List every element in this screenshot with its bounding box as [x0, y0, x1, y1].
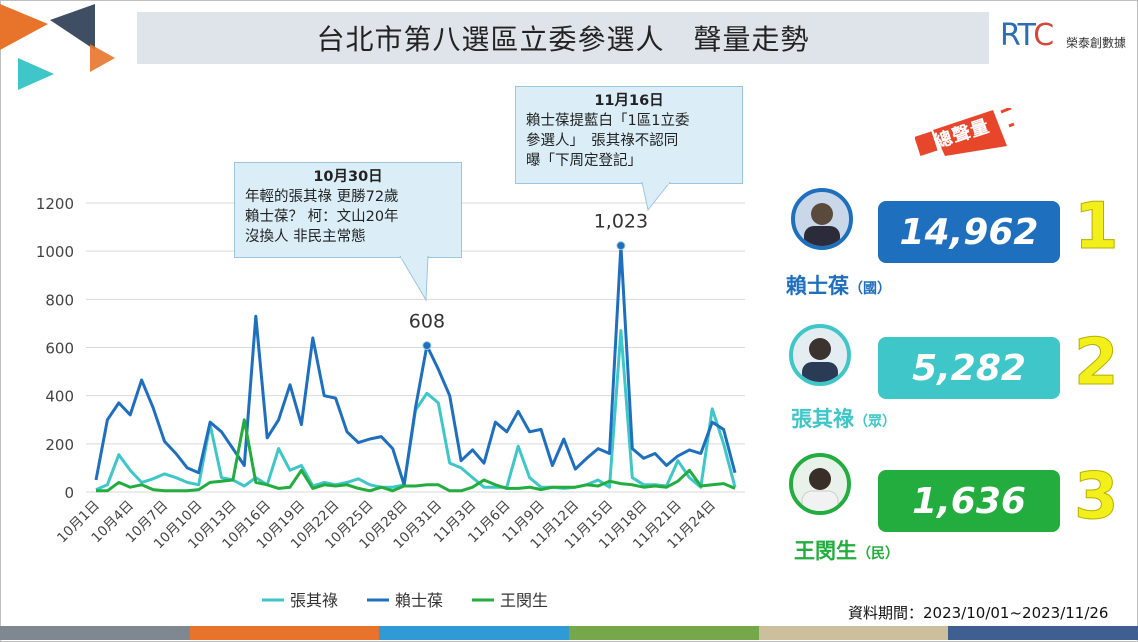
logo-subtitle: 榮泰創數據: [1066, 36, 1127, 50]
volume-box: 1,636: [878, 470, 1060, 532]
bottom-bar-segment: [758, 626, 949, 640]
volume-value: 14,962: [899, 211, 1039, 253]
volume-value: 1,636: [912, 480, 1026, 522]
data-label: 608: [409, 311, 445, 333]
annotation-line: 賴士葆提藍白「1區1立委: [526, 113, 690, 129]
rank-number: 1: [1074, 190, 1120, 265]
series-line-賴士葆: [94, 244, 737, 487]
megaphone-icon: [915, 108, 1015, 156]
rtc-logo: RTC 榮泰創數據: [1000, 18, 1135, 58]
data-period: 資料期間：2023/10/01~2023/11/26: [848, 604, 1109, 622]
rank-number: 3: [1074, 460, 1120, 535]
y-tick-label: 1000: [36, 243, 74, 261]
logo-rt: RT: [1000, 18, 1034, 53]
candidate-name: 王閔生（民）: [794, 539, 899, 563]
candidate-party: （國）: [849, 281, 891, 297]
annotation-oct30: 10月30日 年輕的張其祿 更勝72歲 賴士葆？ 柯：文山20年 沒換人 非民主…: [234, 162, 462, 258]
volume-box: 14,962: [878, 201, 1060, 263]
avatar: [789, 324, 851, 386]
logo-c: C: [1033, 18, 1054, 53]
data-label: 1,023: [594, 211, 648, 233]
annotation-date: 11月16日: [594, 93, 664, 109]
annotation-tail: [641, 182, 671, 212]
candidate-name: 張其祿（眾）: [791, 407, 896, 431]
annotation-line: 參選人」 張其祿不認同: [526, 133, 679, 149]
annotation-line: 年輕的張其祿 更勝72歲: [245, 189, 399, 205]
candidate-party: （眾）: [854, 414, 896, 430]
legend-label: 張其祿: [290, 591, 338, 610]
corner-decoration: [0, 4, 115, 90]
person-icon: [802, 338, 838, 382]
y-tick-label: 0: [64, 484, 74, 502]
legend-label: 賴士葆: [395, 591, 443, 610]
annotation-nov16: 11月16日 賴士葆提藍白「1區1立委 參選人」 張其祿不認同 曝「下周定登記」: [515, 86, 743, 184]
annotation-line: 曝「下周定登記」: [526, 153, 642, 169]
bottom-color-bar: [0, 626, 1138, 640]
highlight-point: [616, 241, 626, 251]
candidate-party: （民）: [857, 546, 899, 562]
annotation-date: 10月30日: [313, 169, 383, 185]
title-bar: 台北市第八選區立委參選人 聲量走勢: [137, 12, 989, 64]
bottom-bar-segment: [189, 626, 380, 640]
legend-label: 王閔生: [500, 591, 548, 610]
avatar: [791, 188, 853, 250]
bottom-bar-segment: [948, 626, 1138, 640]
line-chart: 02004006008001000120010月1日10月4日10月7日10月1…: [36, 195, 745, 610]
annotation-tail: [399, 256, 429, 302]
annotation-line: 賴士葆？ 柯：文山20年: [245, 209, 399, 225]
volume-box: 5,282: [878, 337, 1060, 399]
y-tick-label: 800: [45, 291, 74, 309]
y-tick-label: 400: [45, 388, 74, 406]
bottom-bar-segment: [379, 626, 570, 640]
series-line-王閔生: [96, 418, 736, 493]
y-tick-label: 200: [45, 436, 74, 454]
avatar: [789, 453, 851, 515]
y-tick-label: 600: [45, 340, 74, 358]
y-tick-label: 1200: [36, 195, 74, 213]
highlight-point: [422, 341, 432, 351]
person-icon: [804, 203, 840, 246]
bottom-bar-segment: [0, 626, 190, 640]
page-title: 台北市第八選區立委參選人 聲量走勢: [316, 23, 810, 56]
candidate-name: 賴士葆（國）: [786, 274, 891, 298]
rank-number: 2: [1074, 326, 1120, 401]
volume-value: 5,282: [912, 347, 1026, 389]
person-icon: [801, 468, 839, 511]
annotation-line: 沒換人 非民主常態: [245, 229, 366, 245]
bottom-bar-segment: [569, 626, 759, 640]
